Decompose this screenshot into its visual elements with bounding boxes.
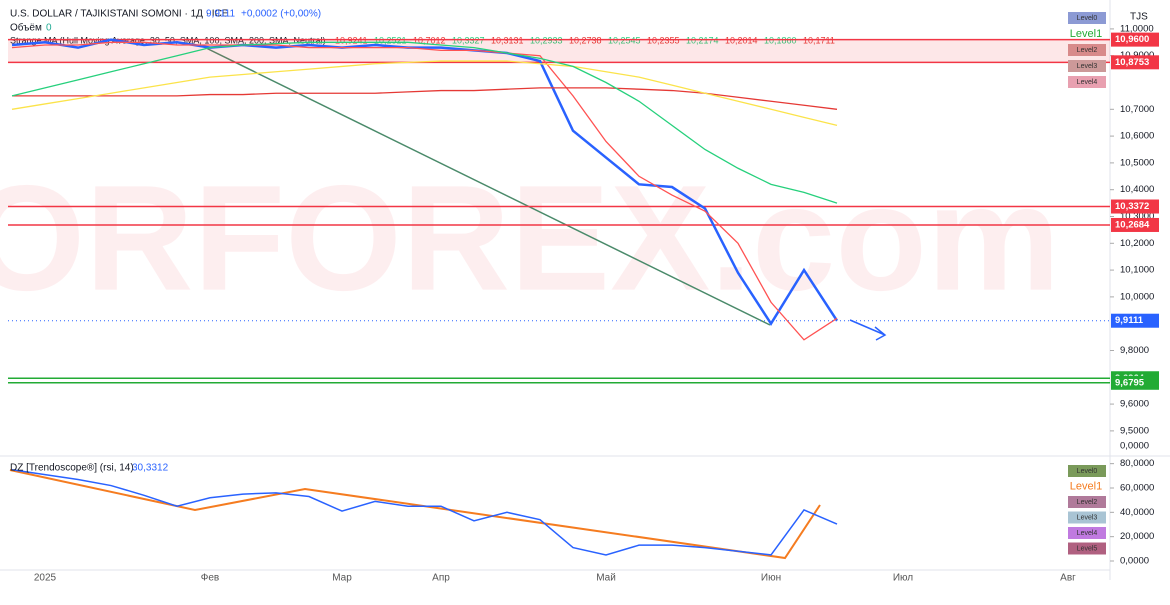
legend-box xyxy=(1068,60,1106,72)
series-line xyxy=(12,87,838,110)
x-tick-label: Май xyxy=(596,573,616,584)
indicator-value: 10,7012 xyxy=(413,35,446,45)
indicator-value: 10,2738 xyxy=(569,35,602,45)
indicator-value: 10,2521 xyxy=(374,35,407,45)
level-tag xyxy=(1111,375,1159,390)
indicator-value: 10,2545 xyxy=(608,35,641,45)
y-tick-label: 10,4000 xyxy=(1120,184,1154,195)
y-tick-label: 10,2000 xyxy=(1120,238,1154,249)
x-tick-label: Апр xyxy=(432,573,450,584)
level-tag xyxy=(1111,32,1159,47)
y-tick-label: 10,0000 xyxy=(1120,291,1154,302)
y-tick-label: 60,0000 xyxy=(1120,483,1154,494)
indicator-value: 10,2355 xyxy=(647,35,680,45)
legend-item: Level1 xyxy=(1070,28,1102,40)
indicator-value: 10,2014 xyxy=(725,35,758,45)
legend-item: Level0 xyxy=(1077,468,1098,475)
zigzag xyxy=(9,469,821,560)
currency: TJS xyxy=(1130,12,1148,23)
indicator-value: 10,9241 xyxy=(335,35,368,45)
indicator-value: 10,3327 xyxy=(452,35,485,45)
legend-item: Level0 xyxy=(1077,15,1098,22)
indicator-value: 10,3131 xyxy=(491,35,524,45)
level-tag-label: 10,3372 xyxy=(1115,201,1149,212)
trend-line xyxy=(199,44,771,326)
indicator: Strange MA (Hull Moving Average, 30, 50,… xyxy=(10,35,325,45)
legend-item: Level4 xyxy=(1077,530,1098,537)
level-tag-label: 10,8753 xyxy=(1115,57,1149,68)
price: 9,9111 xyxy=(206,9,236,20)
x-tick-label: 2025 xyxy=(34,573,57,584)
legend-item: Level5 xyxy=(1077,545,1098,552)
level-tag-label: 10,2684 xyxy=(1115,219,1150,230)
x-tick-label: Июл xyxy=(893,573,913,584)
legend-item: Level3 xyxy=(1077,63,1098,70)
y-tick-label: 10,1000 xyxy=(1120,265,1154,276)
legend-box xyxy=(1068,76,1106,88)
indicator-value: 30,3312 xyxy=(132,463,169,474)
series-line xyxy=(11,41,838,341)
y-tick-label: 40,0000 xyxy=(1120,507,1154,518)
series-line xyxy=(11,38,839,327)
y-tick-label: 20,0000 xyxy=(1120,531,1154,542)
symbol-title: U.S. DOLLAR / TAJIKISTANI SOMONI · 1Д · … xyxy=(10,9,229,20)
series-line xyxy=(11,468,838,556)
indicator-value: 10,2933 xyxy=(530,35,563,45)
x-tick-label: Мар xyxy=(332,573,352,584)
indicator-value: 10,1860 xyxy=(764,35,797,45)
y-tick-label: 11,0000 xyxy=(1120,23,1154,34)
level-tag xyxy=(1111,55,1159,70)
y-tick-label: 9,5000 xyxy=(1120,425,1149,436)
legend-item: Level3 xyxy=(1077,514,1098,521)
legend-item: Level4 xyxy=(1077,79,1098,86)
legend-item: Level2 xyxy=(1077,47,1098,54)
legend-box xyxy=(1068,12,1106,24)
indicator-title: DZ [Trendoscope®] (rsi, 14) xyxy=(10,463,134,474)
x-tick-label: Июн xyxy=(761,573,781,584)
arrow xyxy=(849,319,887,341)
volume-label: Объём xyxy=(10,22,42,34)
level-tag xyxy=(1111,199,1159,214)
last-price-label: 9,9111 xyxy=(1115,315,1144,326)
y-tick-label: 9,6000 xyxy=(1120,399,1149,410)
legend-box xyxy=(1068,527,1106,539)
y-tick-label: 10,5000 xyxy=(1120,157,1154,168)
y-tick-label: 10,3000 xyxy=(1120,211,1154,222)
x-tick-label: Авг xyxy=(1060,573,1076,584)
level-tag xyxy=(1111,217,1159,232)
y-tick-label: 10,6000 xyxy=(1120,131,1154,142)
volume-value: 0 xyxy=(46,23,52,34)
series-line xyxy=(11,60,838,127)
watermark: TORFOREX.com xyxy=(0,154,1060,322)
legend-item: Level1 xyxy=(1070,480,1102,492)
y-tick-label: 0,0000 xyxy=(1120,556,1149,567)
legend-box xyxy=(1068,511,1106,524)
change: +0,0002 (+0,00%) xyxy=(241,9,321,20)
y-tick-label: 0,0000 xyxy=(1120,441,1149,452)
legend-box xyxy=(1068,496,1106,508)
level-tag-label: 9,6795 xyxy=(1115,377,1145,388)
indicator-value: 10,2174 xyxy=(686,35,719,45)
y-tick-label: 80,0000 xyxy=(1120,458,1154,469)
last-price-tag xyxy=(1111,313,1159,328)
level-tag-label: 10,9600 xyxy=(1115,34,1149,45)
legend-item: Level2 xyxy=(1077,499,1098,506)
legend-box xyxy=(1068,465,1106,477)
x-tick-label: Фев xyxy=(201,573,219,584)
indicator-value: 10,1711 xyxy=(803,35,835,45)
legend-box xyxy=(1068,542,1106,555)
y-tick-label: 9,8000 xyxy=(1120,345,1149,356)
legend-box xyxy=(1068,44,1106,56)
series-line xyxy=(11,41,838,204)
y-tick-label: 10,7000 xyxy=(1120,104,1154,115)
